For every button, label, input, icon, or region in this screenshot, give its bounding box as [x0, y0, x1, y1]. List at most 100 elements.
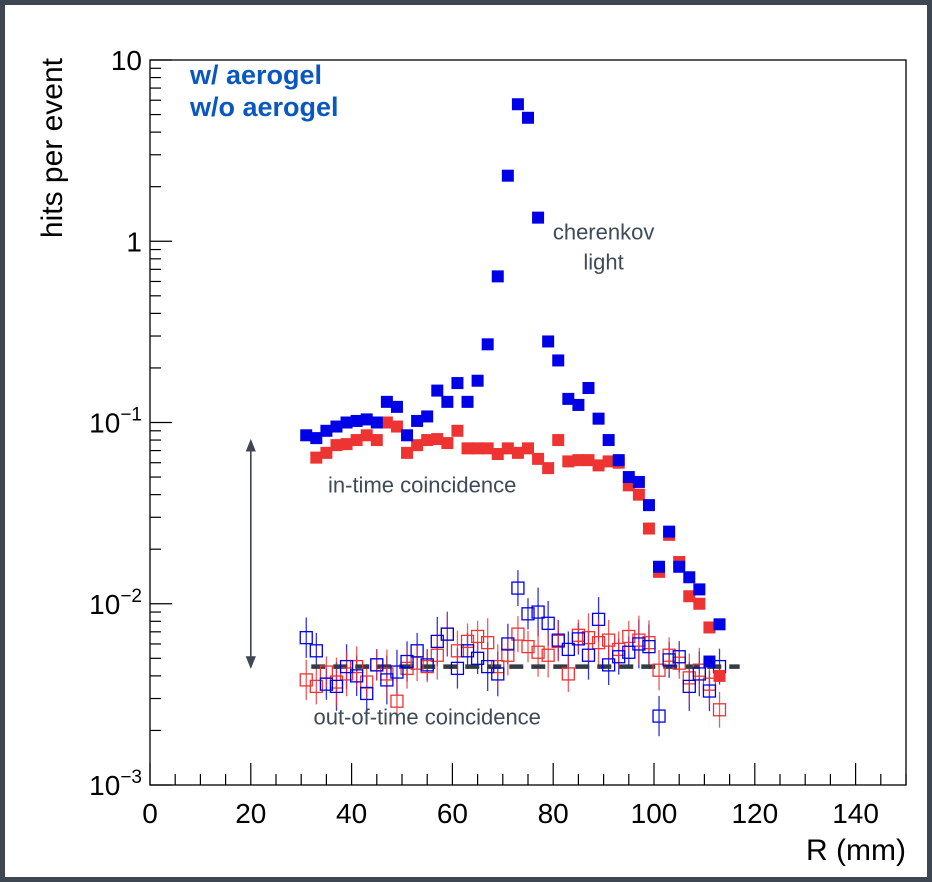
data-point — [653, 560, 666, 573]
data-point — [410, 644, 424, 658]
data-point — [339, 659, 354, 674]
data-point — [330, 439, 343, 452]
data-point — [642, 499, 655, 512]
annotation-text: light — [583, 249, 623, 274]
data-point — [491, 448, 504, 461]
data-point — [622, 629, 636, 644]
data-point — [430, 648, 444, 662]
data-point — [632, 475, 645, 488]
x-tick-label: 120 — [731, 798, 778, 829]
data-point — [309, 679, 323, 694]
data-point — [349, 669, 364, 683]
x-tick-label: 140 — [832, 798, 879, 829]
data-point — [299, 631, 313, 645]
data-point — [532, 452, 545, 465]
data-point — [683, 590, 696, 603]
data-point — [491, 270, 504, 283]
data-point — [390, 665, 404, 679]
data-point — [460, 634, 475, 649]
x-tick-label: 100 — [631, 798, 678, 829]
data-point — [380, 673, 394, 687]
data-point — [461, 442, 474, 455]
data-point — [693, 583, 706, 596]
data-point — [340, 416, 353, 429]
data-point — [380, 416, 393, 429]
data-point — [320, 446, 333, 459]
data-point — [542, 335, 555, 348]
data-point — [552, 434, 565, 447]
data-point — [451, 424, 464, 437]
data-point — [441, 395, 454, 408]
data-point — [542, 462, 555, 475]
data-point — [421, 434, 434, 447]
data-point — [652, 709, 666, 723]
data-point — [601, 658, 616, 672]
data-point — [612, 454, 625, 467]
data-point — [481, 442, 494, 455]
data-point — [491, 667, 505, 681]
data-point — [702, 684, 717, 698]
data-point — [330, 420, 343, 433]
data-point — [360, 413, 373, 426]
data-point — [431, 384, 444, 397]
data-point — [713, 618, 726, 631]
data-point — [360, 429, 373, 442]
data-point — [572, 454, 585, 467]
data-point — [642, 639, 656, 654]
data-point — [370, 416, 383, 429]
data-point — [602, 455, 615, 468]
data-point — [319, 677, 334, 691]
data-point — [591, 612, 606, 627]
data-point — [562, 455, 575, 468]
data-point — [662, 653, 676, 667]
x-tick-label: 80 — [538, 798, 569, 829]
data-point — [652, 663, 666, 677]
data-point — [390, 694, 404, 708]
data-point — [511, 446, 524, 459]
y-tick-label: 10−1 — [89, 405, 142, 439]
data-point — [430, 634, 444, 649]
annotation-text: in-time coincidence — [328, 473, 516, 498]
data-point — [329, 679, 344, 694]
data-point — [421, 410, 434, 423]
data-point — [693, 597, 706, 610]
data-point — [561, 667, 575, 681]
data-point — [571, 632, 586, 646]
data-point — [572, 398, 585, 411]
data-point — [522, 111, 534, 124]
x-tick-label: 40 — [336, 798, 367, 829]
data-point — [672, 650, 686, 664]
annotation-text: cherenkov — [553, 219, 655, 244]
data-point — [339, 667, 354, 681]
data-point — [673, 560, 686, 573]
legend-entry: w/o aerogel — [189, 92, 339, 122]
data-point — [612, 642, 626, 657]
data-point — [541, 648, 555, 662]
data-point — [451, 377, 464, 390]
data-point — [561, 642, 575, 657]
data-point — [450, 661, 465, 676]
data-point — [692, 667, 707, 681]
y-tick-label: 1 — [126, 226, 142, 257]
data-point — [592, 412, 605, 425]
data-point — [511, 98, 524, 111]
data-point — [310, 451, 323, 464]
data-point — [632, 488, 645, 501]
data-point — [712, 703, 727, 717]
data-point — [390, 400, 403, 413]
data-point — [581, 648, 596, 662]
data-point — [441, 437, 454, 450]
data-point — [522, 442, 534, 455]
data-point — [420, 658, 434, 672]
data-point — [309, 644, 323, 658]
data-point — [683, 571, 696, 584]
data-point — [360, 686, 374, 701]
data-point — [622, 471, 635, 484]
data-point — [632, 637, 646, 651]
data-point — [411, 414, 424, 427]
data-point — [340, 438, 353, 451]
data-point — [501, 637, 515, 651]
data-point — [511, 581, 525, 595]
data-point — [400, 661, 414, 676]
data-point — [531, 645, 545, 659]
